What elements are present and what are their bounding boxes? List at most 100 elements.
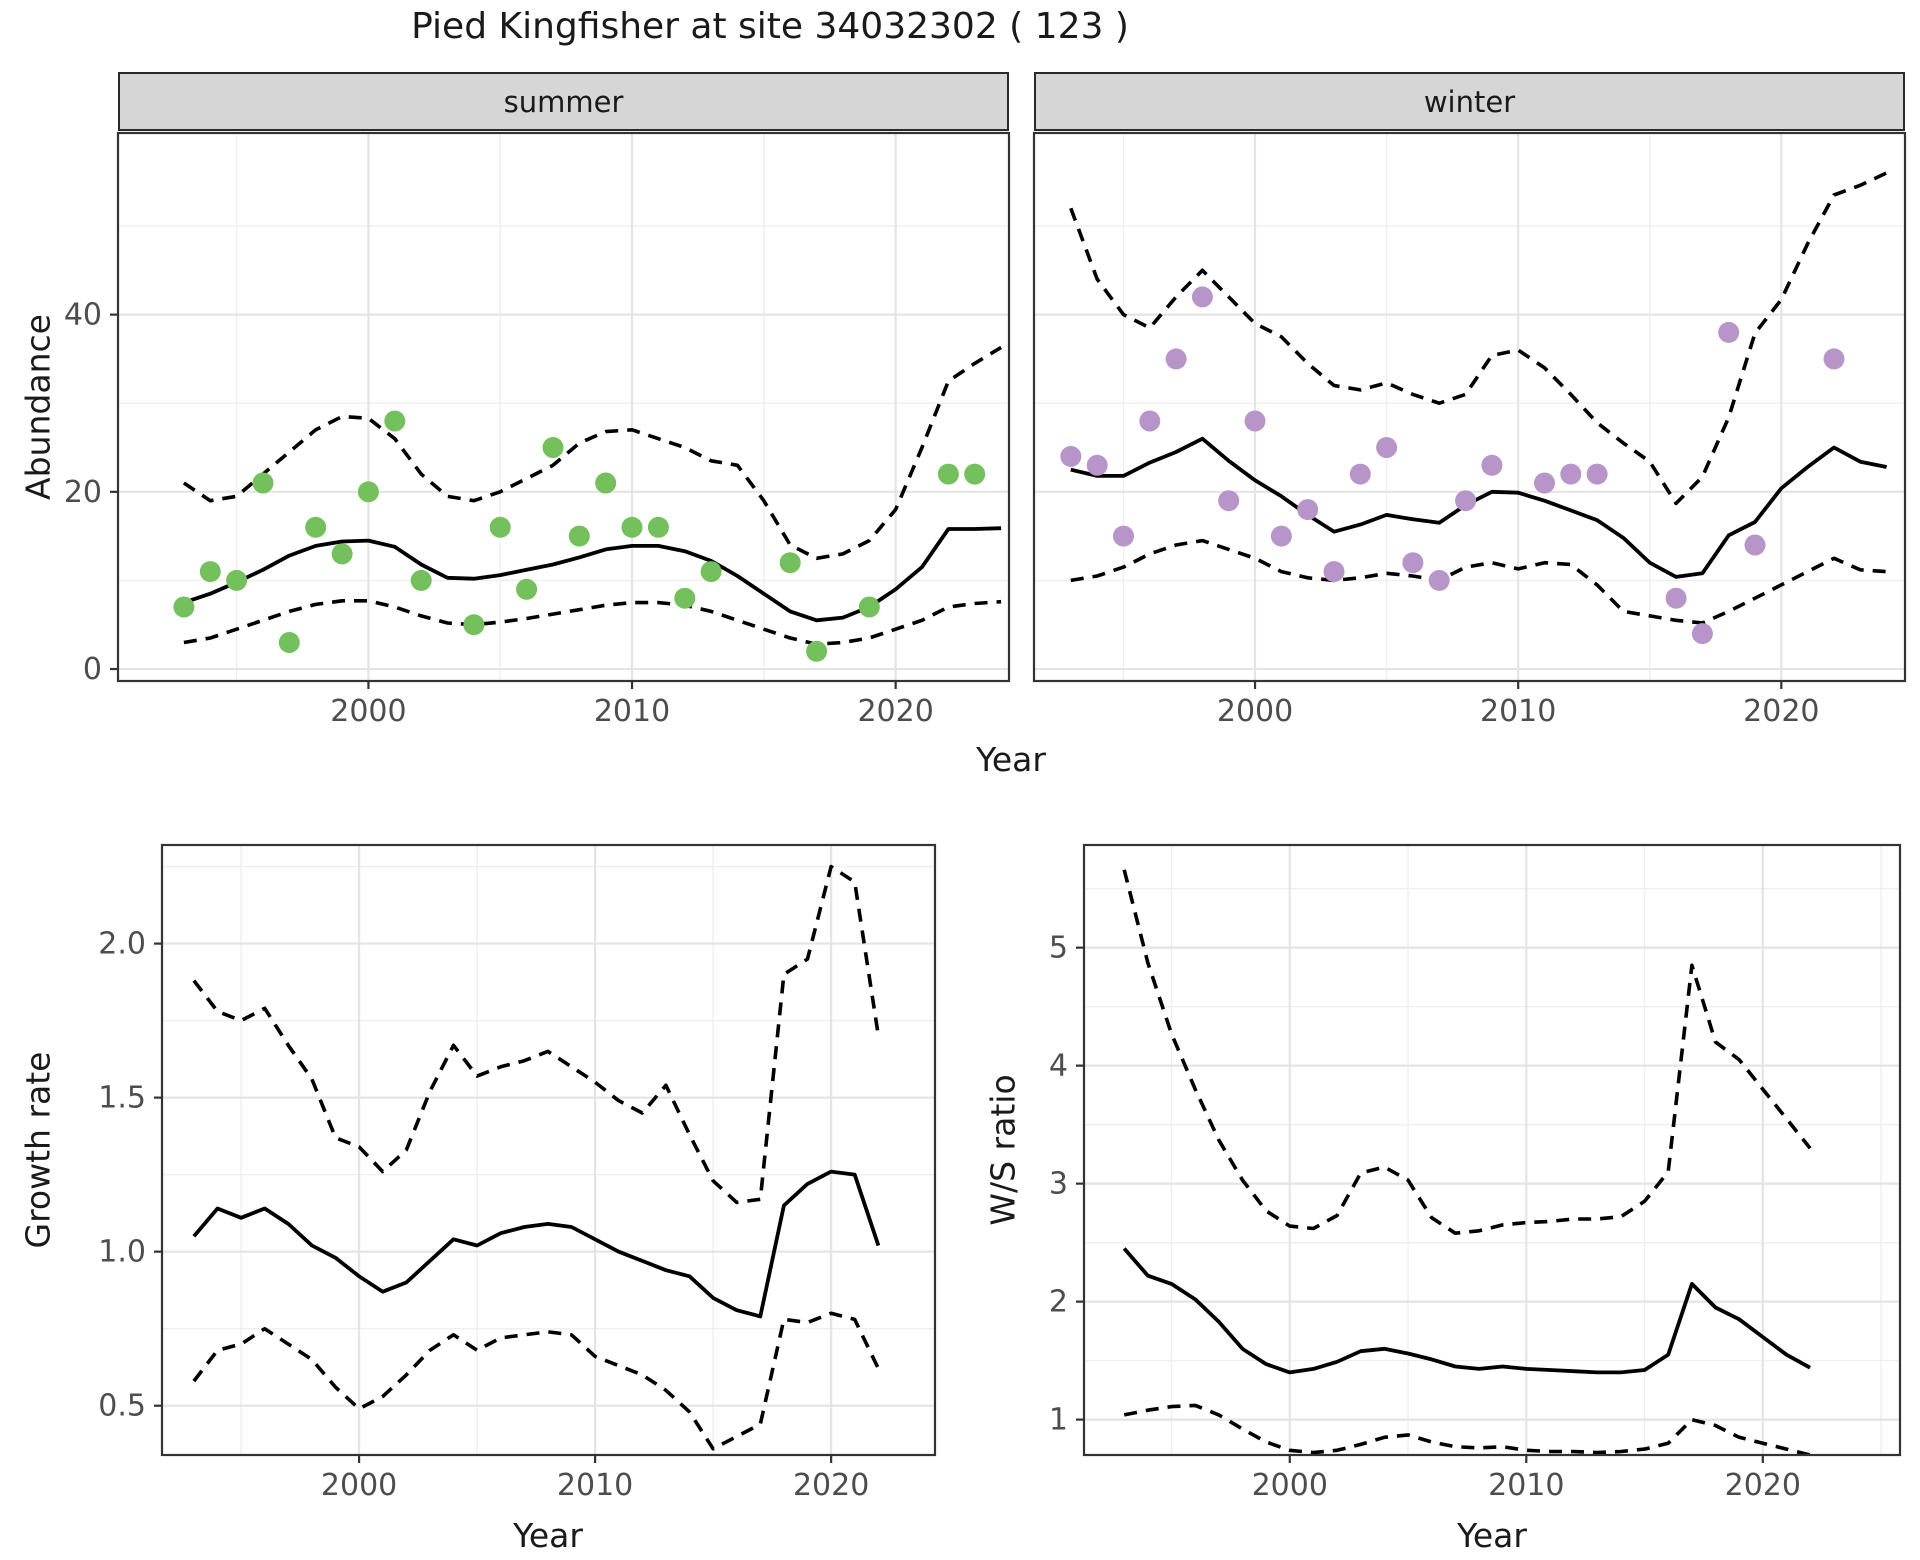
data-point-abundance_winter <box>1270 525 1292 547</box>
data-point-abundance_winter <box>1428 569 1450 591</box>
data-point-abundance_winter <box>1744 534 1766 556</box>
data-point-abundance_summer <box>252 472 274 494</box>
data-point-abundance_summer <box>779 552 801 574</box>
y-tick-label: 0 <box>83 652 102 687</box>
data-point-abundance_winter <box>1113 525 1134 547</box>
series-upper_ci-abundance_summer <box>182 345 1003 561</box>
y-axis-title-abundance: Abundance <box>18 314 58 500</box>
x-axis-title-year-bottom-right: Year <box>1457 1516 1527 1555</box>
x-axis-title-year-bottom-left: Year <box>513 1516 583 1555</box>
y-tick-label: 4 <box>1049 1049 1068 1084</box>
data-point-abundance_winter <box>1191 286 1213 308</box>
data-point-abundance_winter <box>1691 623 1713 645</box>
panel-growth_rate: 2000 2010 2020 0.5 1.0 1.5 2.0 <box>98 843 937 1503</box>
data-point-abundance_summer <box>305 516 327 538</box>
data-point-abundance_winter <box>1560 463 1582 485</box>
data-point-abundance_summer <box>621 516 643 538</box>
data-point-abundance_winter <box>1455 490 1477 512</box>
data-point-abundance_summer <box>542 437 564 458</box>
x-tick-label: 2010 <box>1488 1468 1564 1503</box>
chart-title: Pied Kingfisher at site 34032302 ( 123 ) <box>411 6 1129 47</box>
data-point-abundance_summer <box>806 640 828 662</box>
data-point-abundance_winter <box>1402 552 1424 574</box>
x-tick-label: 2010 <box>594 694 670 729</box>
x-tick-label: 2020 <box>857 694 933 729</box>
series-lower_ci-ws_ratio <box>1123 1403 1811 1455</box>
series-lower_ci-growth_rate <box>192 1311 881 1451</box>
x-tick-label: 2020 <box>1743 694 1819 729</box>
panel-ws_ratio: 2000 2010 2020 1 2 3 4 5 <box>1049 843 1902 1503</box>
data-point-abundance_winter <box>1297 499 1319 521</box>
data-point-abundance_summer <box>199 561 221 583</box>
facet-strip-winter-label: winter <box>1423 84 1516 119</box>
series-mean-ws_ratio <box>1122 1247 1812 1375</box>
data-point-abundance_summer <box>410 569 432 591</box>
data-point-abundance_summer <box>595 472 617 494</box>
data-point-abundance_summer <box>226 569 248 591</box>
data-point-abundance_winter <box>1218 490 1240 512</box>
series-upper_ci-growth_rate <box>192 864 881 1205</box>
data-point-abundance_winter <box>1165 348 1187 370</box>
data-point-abundance_summer <box>647 516 669 538</box>
y-tick-label: 5 <box>1049 931 1068 966</box>
x-tick-label: 2000 <box>321 1468 397 1503</box>
y-tick-label: 3 <box>1049 1167 1068 1202</box>
data-point-abundance_summer <box>858 596 880 618</box>
series-mean-abundance_winter <box>1070 436 1887 579</box>
series-lower_ci-abundance_summer <box>183 598 1002 647</box>
data-point-abundance_winter <box>1060 445 1082 467</box>
data-point-abundance_summer <box>331 543 353 565</box>
panel-border <box>1032 131 1907 683</box>
data-point-abundance_winter <box>1665 587 1687 609</box>
y-axis-title-growth-rate: Growth rate <box>18 1051 58 1249</box>
data-point-abundance_winter <box>1244 410 1266 432</box>
x-tick-label: 2010 <box>1480 694 1556 729</box>
data-point-abundance_summer <box>700 561 722 583</box>
y-tick-label: 2.0 <box>98 927 146 962</box>
panel-border <box>116 131 1011 683</box>
panel-abundance_winter: 2000 2010 2020 <box>1032 131 1907 729</box>
series-upper_ci-ws_ratio <box>1122 869 1812 1235</box>
data-point-abundance_summer <box>173 596 195 618</box>
panel-border <box>160 843 937 1457</box>
series-lower_ci-abundance_winter <box>1070 538 1887 625</box>
y-tick-label: 1.0 <box>98 1235 146 1270</box>
facet-strip-summer-label: summer <box>503 84 624 119</box>
series-mean-growth_rate <box>192 1169 881 1319</box>
data-point-abundance_summer <box>357 481 379 503</box>
y-tick-label: 1.5 <box>98 1081 146 1116</box>
data-point-abundance_summer <box>384 410 406 432</box>
series-upper_ci-abundance_winter <box>1069 171 1888 506</box>
data-point-abundance_winter <box>1376 437 1398 458</box>
panel-background <box>1084 845 1900 1455</box>
data-point-abundance_winter <box>1349 463 1371 485</box>
y-tick-label: 2 <box>1049 1285 1068 1320</box>
facet-strip-summer: summer <box>118 72 1009 131</box>
data-point-abundance_winter <box>1718 321 1740 343</box>
data-point-abundance_summer <box>516 578 538 600</box>
data-point-abundance_summer <box>674 587 696 609</box>
data-point-abundance_winter <box>1323 561 1345 583</box>
x-axis-title-year-top: Year <box>976 740 1046 779</box>
y-tick-label: 40 <box>64 298 102 333</box>
y-tick-label: 1 <box>1049 1403 1068 1438</box>
panel-border <box>1082 843 1902 1457</box>
x-tick-label: 2000 <box>1217 694 1293 729</box>
panel-abundance_summer: 2000 2010 2020 0 20 40 <box>64 131 1011 729</box>
panel-background <box>162 845 935 1455</box>
data-point-abundance_winter <box>1139 410 1161 432</box>
data-point-abundance_summer <box>489 516 511 538</box>
y-axis-title-ws-ratio: W/S ratio <box>983 1074 1023 1226</box>
x-tick-label: 2020 <box>1725 1468 1801 1503</box>
data-point-abundance_summer <box>278 632 300 653</box>
panel-background <box>118 133 1009 681</box>
y-tick-label: 0.5 <box>98 1389 146 1424</box>
data-point-abundance_summer <box>568 525 590 547</box>
data-point-abundance_winter <box>1481 454 1503 476</box>
data-point-abundance_winter <box>1586 463 1608 485</box>
x-tick-label: 2000 <box>330 694 406 729</box>
facet-strip-winter: winter <box>1034 72 1905 131</box>
data-point-abundance_winter <box>1823 348 1845 370</box>
